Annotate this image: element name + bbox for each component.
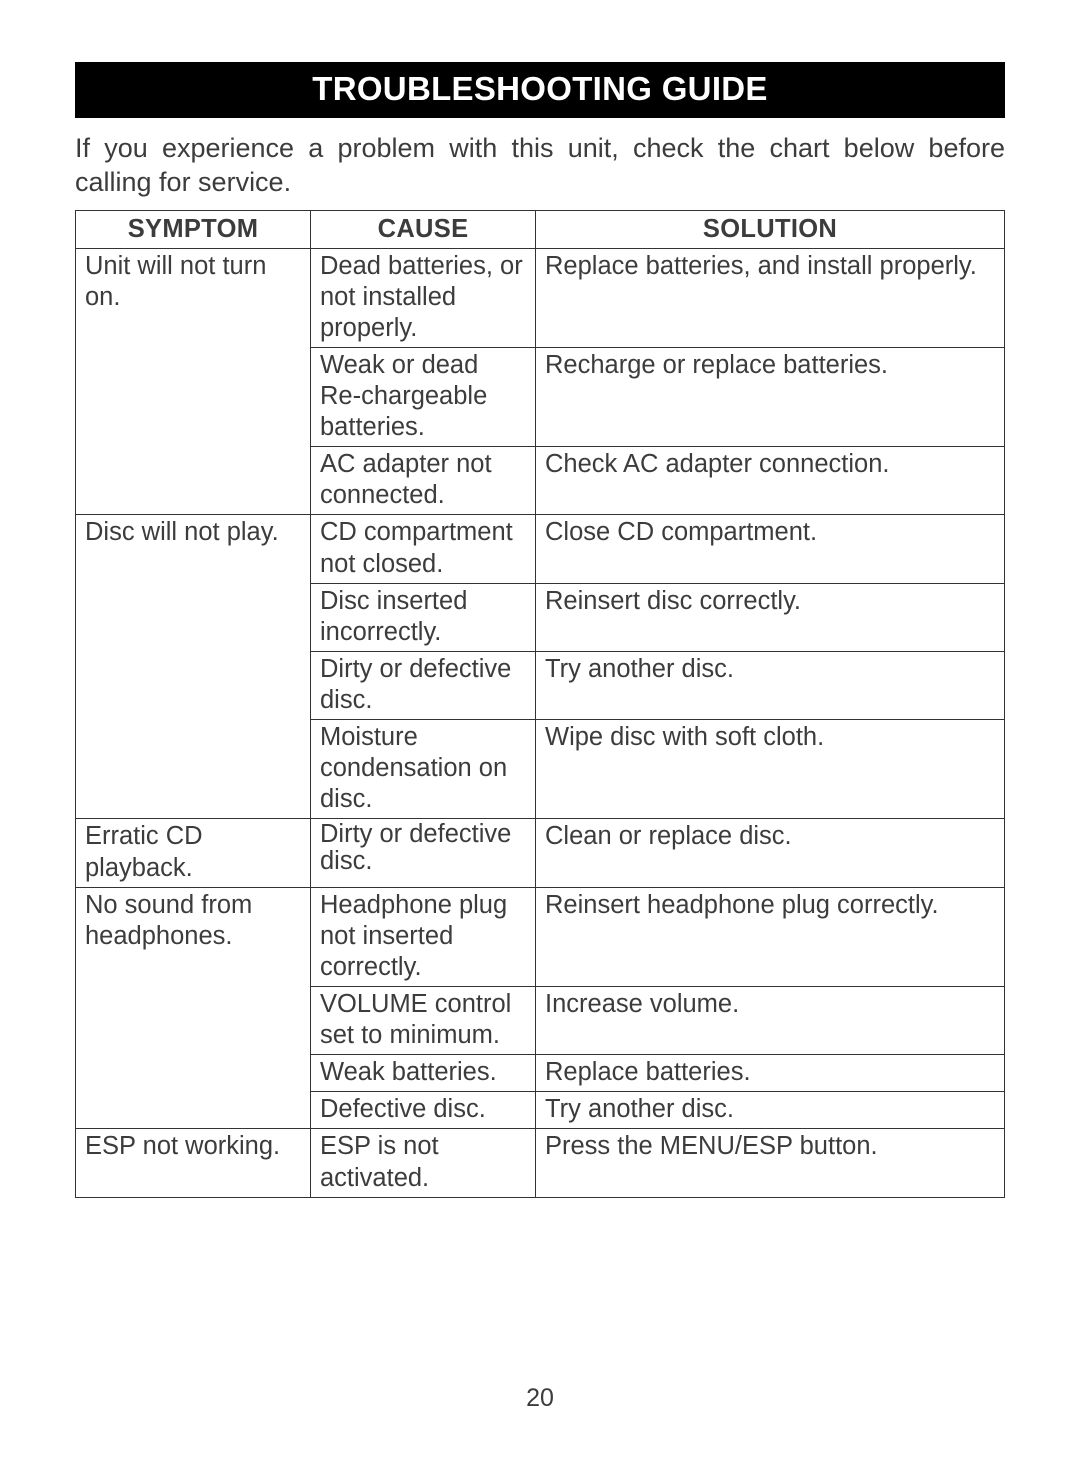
cause-cell: Headphone plug not inserted correctly.	[311, 887, 536, 986]
document-page: TROUBLESHOOTING GUIDE If you experience …	[0, 0, 1080, 1477]
solution-cell: Reinsert headphone plug correctly.	[536, 887, 1005, 986]
symptom-cell: No sound from headphones.	[76, 887, 311, 1129]
table-row: No sound from headphones.Headphone plug …	[76, 887, 1005, 986]
cause-cell: AC adapter not connected.	[311, 447, 536, 515]
solution-cell: Increase volume.	[536, 987, 1005, 1055]
symptom-cell: Disc will not play.	[76, 515, 311, 819]
solution-cell: Recharge or replace batteries.	[536, 347, 1005, 446]
table-row: Unit will not turn on.Dead batteries, or…	[76, 248, 1005, 347]
solution-cell: Clean or replace disc.	[536, 819, 1005, 887]
header-symptom: SYMPTOM	[76, 210, 311, 248]
symptom-cell: ESP not working.	[76, 1129, 311, 1197]
table-row: Erratic CD playback.Dirty or defective d…	[76, 819, 1005, 887]
cause-cell: Dead batteries, or not installed properl…	[311, 248, 536, 347]
solution-cell: Replace batteries.	[536, 1055, 1005, 1092]
cause-cell: Dirty or defective disc.	[311, 819, 536, 887]
cause-cell: Dirty or defective disc.	[311, 651, 536, 719]
cause-cell: CD compartment not closed.	[311, 515, 536, 583]
cause-cell: Weak batteries.	[311, 1055, 536, 1092]
table-row: Disc will not play.CD compartment not cl…	[76, 515, 1005, 583]
solution-cell: Press the MENU/ESP button.	[536, 1129, 1005, 1197]
cause-cell: Defective disc.	[311, 1092, 536, 1129]
header-solution: SOLUTION	[536, 210, 1005, 248]
solution-cell: Close CD compartment.	[536, 515, 1005, 583]
solution-cell: Wipe disc with soft cloth.	[536, 720, 1005, 819]
cause-cell: Moisture condensation on disc.	[311, 720, 536, 819]
troubleshooting-table: SYMPTOM CAUSE SOLUTION Unit will not tur…	[75, 210, 1005, 1198]
intro-paragraph: If you experience a problem with this un…	[75, 132, 1005, 200]
table-header-row: SYMPTOM CAUSE SOLUTION	[76, 210, 1005, 248]
guide-title: TROUBLESHOOTING GUIDE	[75, 62, 1005, 118]
cause-cell: ESP is not activated.	[311, 1129, 536, 1197]
cause-cell: Disc inserted incorrectly.	[311, 583, 536, 651]
cause-cell: Weak or dead Re-chargeable batteries.	[311, 347, 536, 446]
solution-cell: Try another disc.	[536, 1092, 1005, 1129]
table-body: Unit will not turn on.Dead batteries, or…	[76, 248, 1005, 1197]
header-cause: CAUSE	[311, 210, 536, 248]
symptom-cell: Erratic CD playback.	[76, 819, 311, 887]
table-row: ESP not working.ESP is not activated.Pre…	[76, 1129, 1005, 1197]
cause-cell: VOLUME control set to minimum.	[311, 987, 536, 1055]
solution-cell: Try another disc.	[536, 651, 1005, 719]
solution-cell: Check AC adapter connection.	[536, 447, 1005, 515]
solution-cell: Replace batteries, and install properly.	[536, 248, 1005, 347]
solution-cell: Reinsert disc correctly.	[536, 583, 1005, 651]
symptom-cell: Unit will not turn on.	[76, 248, 311, 515]
page-number: 20	[0, 1384, 1080, 1413]
